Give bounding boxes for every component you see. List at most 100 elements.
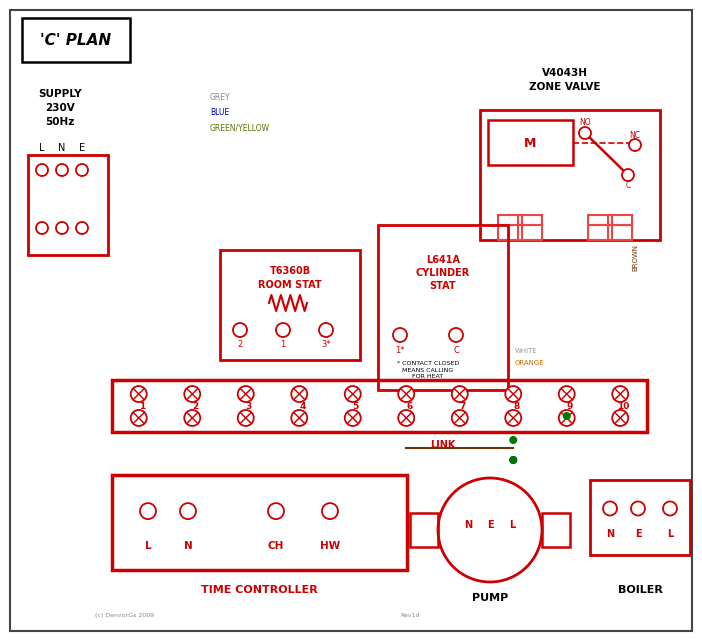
Text: WHITE: WHITE	[515, 348, 538, 354]
Bar	[542, 513, 570, 547]
Bar	[112, 380, 647, 432]
Bar	[588, 225, 612, 240]
Text: L: L	[39, 143, 45, 153]
Circle shape	[398, 386, 414, 402]
Bar	[378, 225, 508, 390]
Text: 8: 8	[513, 401, 519, 410]
Text: E: E	[79, 143, 85, 153]
Circle shape	[579, 127, 591, 139]
Bar	[220, 250, 360, 360]
Text: BLUE: BLUE	[210, 108, 230, 117]
Circle shape	[131, 386, 147, 402]
Circle shape	[319, 323, 333, 337]
Circle shape	[184, 386, 200, 402]
Text: Rev1d: Rev1d	[400, 613, 420, 618]
Text: ORANGE: ORANGE	[515, 360, 545, 366]
Text: N: N	[606, 529, 614, 539]
Circle shape	[509, 456, 517, 464]
Text: T6360B
ROOM STAT: T6360B ROOM STAT	[258, 267, 322, 290]
Bar	[608, 215, 632, 225]
Text: 5: 5	[352, 401, 359, 410]
Text: E: E	[635, 529, 642, 539]
Circle shape	[663, 501, 677, 515]
Bar	[112, 475, 407, 570]
Text: * CONTACT CLOSED
MEANS CALLING
FOR HEAT: * CONTACT CLOSED MEANS CALLING FOR HEAT	[397, 361, 459, 379]
Text: L: L	[145, 541, 152, 551]
Text: C: C	[625, 181, 630, 190]
Circle shape	[505, 386, 522, 402]
Circle shape	[509, 456, 517, 464]
Bar	[498, 215, 522, 225]
Circle shape	[563, 412, 571, 420]
Text: CH: CH	[267, 541, 284, 551]
Circle shape	[238, 410, 253, 426]
Circle shape	[393, 328, 407, 342]
Bar	[480, 110, 660, 240]
Text: 9: 9	[567, 401, 573, 410]
Bar	[22, 18, 130, 62]
Text: 2: 2	[237, 340, 243, 349]
Bar	[28, 155, 108, 255]
Text: NC: NC	[630, 131, 640, 140]
Bar	[518, 225, 542, 240]
Text: 1: 1	[138, 401, 145, 410]
Circle shape	[612, 410, 628, 426]
Bar	[518, 215, 542, 225]
Text: GREY: GREY	[210, 93, 231, 102]
Circle shape	[398, 410, 414, 426]
Circle shape	[76, 164, 88, 176]
Text: V4043H
ZONE VALVE: V4043H ZONE VALVE	[529, 69, 601, 92]
Text: 10: 10	[617, 401, 630, 410]
Text: LINK: LINK	[430, 440, 456, 450]
Text: 2: 2	[192, 401, 199, 410]
Circle shape	[622, 169, 634, 181]
Circle shape	[131, 410, 147, 426]
Circle shape	[322, 503, 338, 519]
Text: M: M	[524, 137, 536, 149]
Text: 6: 6	[406, 401, 412, 410]
Bar	[488, 120, 573, 165]
Circle shape	[184, 410, 200, 426]
Text: L: L	[509, 520, 515, 530]
Text: 3*: 3*	[322, 340, 331, 349]
Text: 3: 3	[246, 401, 252, 410]
Circle shape	[291, 410, 307, 426]
Text: 7: 7	[460, 401, 466, 410]
Circle shape	[36, 164, 48, 176]
Text: SUPPLY
230V
50Hz: SUPPLY 230V 50Hz	[38, 89, 82, 127]
Text: E: E	[486, 520, 494, 530]
Bar	[588, 215, 612, 225]
Text: BROWN: BROWN	[632, 244, 638, 271]
Circle shape	[140, 503, 156, 519]
Circle shape	[559, 410, 575, 426]
Circle shape	[233, 323, 247, 337]
Circle shape	[559, 386, 575, 402]
Bar	[410, 513, 438, 547]
Circle shape	[603, 501, 617, 515]
Text: 1: 1	[280, 340, 286, 349]
Circle shape	[452, 410, 468, 426]
Text: N: N	[58, 143, 66, 153]
Circle shape	[76, 222, 88, 234]
Text: N: N	[464, 520, 472, 530]
Circle shape	[345, 410, 361, 426]
Circle shape	[449, 328, 463, 342]
Circle shape	[180, 503, 196, 519]
Circle shape	[268, 503, 284, 519]
Text: L: L	[667, 529, 673, 539]
Circle shape	[509, 436, 517, 444]
Text: TIME CONTROLLER: TIME CONTROLLER	[201, 585, 317, 595]
Circle shape	[56, 164, 68, 176]
Text: (c) DenvorGs 2009: (c) DenvorGs 2009	[95, 613, 154, 618]
Text: BOILER: BOILER	[618, 585, 663, 595]
Text: L641A
CYLINDER
STAT: L641A CYLINDER STAT	[416, 255, 470, 291]
Circle shape	[452, 386, 468, 402]
Text: 'C' PLAN: 'C' PLAN	[41, 33, 112, 47]
Text: NO: NO	[579, 117, 591, 126]
Circle shape	[276, 323, 290, 337]
Text: 1*: 1*	[395, 345, 405, 354]
Text: PUMP: PUMP	[472, 593, 508, 603]
Circle shape	[631, 501, 645, 515]
Text: HW: HW	[320, 541, 340, 551]
Bar	[590, 480, 690, 555]
